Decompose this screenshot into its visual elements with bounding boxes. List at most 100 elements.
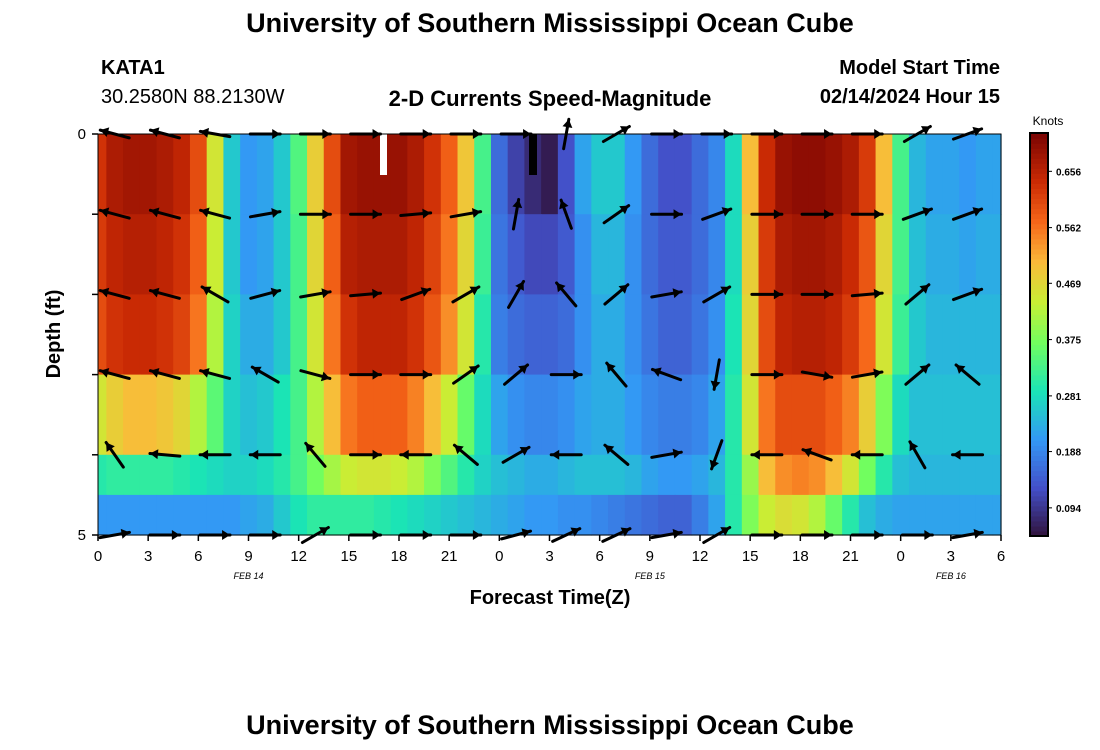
heatmap-cell (273, 374, 291, 456)
x-tick-label: 15 (340, 548, 357, 565)
heatmap-cell (725, 134, 743, 215)
heatmap-cell (791, 454, 810, 496)
heatmap-cell (791, 134, 810, 215)
current-arrow (148, 287, 181, 300)
colorbar-segment (1030, 410, 1048, 416)
colorbar-segment (1030, 445, 1048, 451)
heatmap-cell (992, 134, 1002, 215)
heatmap-cell (925, 374, 944, 456)
heatmap-cell (658, 294, 676, 376)
colorbar-segment (1030, 304, 1048, 310)
heatmap-cell (741, 214, 760, 295)
heatmap-cell (323, 134, 342, 215)
current-arrow (602, 204, 631, 225)
colorbar-segment (1030, 178, 1048, 184)
heatmap-cell (357, 214, 375, 295)
heatmap-cell (206, 454, 225, 496)
heatmap-cell (909, 294, 927, 376)
heatmap-cell (942, 454, 960, 496)
heatmap-cell (708, 374, 726, 456)
heatmap-cell (624, 374, 643, 456)
heatmap-cell (407, 294, 425, 376)
heatmap-cell (123, 214, 141, 295)
heatmap-cell (875, 294, 893, 376)
heatmap-cell (708, 214, 726, 295)
heatmap-cell (307, 134, 325, 215)
colorbar-tick-label: 0.094 (1056, 504, 1081, 515)
heatmap-cell (106, 134, 124, 215)
heatmap-cell (624, 454, 643, 496)
heatmap-cell (307, 454, 325, 496)
x-tick-label: 0 (896, 548, 904, 565)
heatmap-cell (273, 454, 291, 496)
colorbar-segment (1030, 203, 1048, 210)
heatmap-cell (189, 134, 208, 215)
heatmap-cell (658, 454, 676, 496)
station-coordinates: 30.2580N 88.2130W (101, 86, 285, 108)
current-arrow (250, 365, 280, 384)
current-arrow (298, 209, 332, 220)
heatmap-cell (758, 134, 776, 215)
heatmap-cell (758, 214, 776, 295)
current-arrow (148, 367, 181, 380)
heatmap-cell (858, 214, 877, 295)
heatmap-cell (189, 374, 208, 456)
heatmap-cell (507, 494, 526, 536)
heatmap-cell (825, 374, 843, 456)
heatmap-cell (959, 374, 977, 456)
heatmap-cell (708, 494, 726, 536)
colorbar-segment (1030, 163, 1048, 169)
current-arrow (750, 289, 784, 300)
colorbar-segment (1030, 364, 1048, 371)
colorbar-segment (1030, 233, 1048, 240)
x-tick-label: 21 (842, 548, 859, 565)
heatmap-cell (340, 494, 358, 536)
heatmap-cell (591, 134, 609, 215)
colorbar-segment (1030, 415, 1048, 421)
colorbar-segment (1030, 334, 1048, 341)
colorbar-segment (1030, 495, 1048, 502)
heatmap-cell (474, 494, 492, 536)
heatmap-cell (474, 294, 492, 376)
heatmap-cell (507, 454, 526, 496)
heatmap-cell (992, 494, 1002, 536)
colorbar-segment (1030, 284, 1048, 290)
heatmap-cell (892, 294, 910, 376)
colorbar-segment (1030, 213, 1048, 220)
current-arrow (198, 449, 232, 460)
current-arrow (951, 207, 984, 221)
heatmap-cell (373, 454, 392, 496)
colorbar-segment (1030, 500, 1048, 507)
date-label: FEB 15 (635, 571, 666, 581)
colorbar-segment (1030, 389, 1048, 396)
current-arrow (800, 370, 834, 381)
heatmap-cell (139, 494, 158, 536)
heatmap-cell (557, 294, 576, 376)
colorbar-segment (1030, 379, 1048, 386)
current-arrow (549, 449, 583, 460)
heatmap-cell (307, 494, 325, 536)
colorbar-segment (1030, 193, 1048, 200)
heatmap-cell (942, 134, 960, 215)
heatmap-cell (240, 494, 258, 536)
heatmap-cell (541, 134, 559, 215)
colorbar-tick-label: 0.188 (1056, 448, 1081, 459)
heatmap-cell (106, 454, 124, 496)
current-arrow (850, 288, 884, 299)
heatmap-cell (858, 134, 877, 215)
colorbar-segment (1030, 530, 1048, 537)
heatmap-cell (440, 134, 459, 215)
heatmap-cell (156, 214, 174, 295)
heatmap-cell (424, 454, 442, 496)
heatmap-cell (975, 134, 994, 215)
heatmap-cell (457, 374, 475, 456)
heatmap-cell (892, 134, 910, 215)
current-arrow (954, 363, 981, 386)
heatmap-cell (892, 494, 910, 536)
heatmap-cell (424, 294, 442, 376)
heatmap-cell (909, 494, 927, 536)
heatmap-cell (825, 214, 843, 295)
heatmap-cell (875, 134, 893, 215)
current-arrow (249, 287, 282, 300)
colorbar-segment (1030, 465, 1048, 472)
